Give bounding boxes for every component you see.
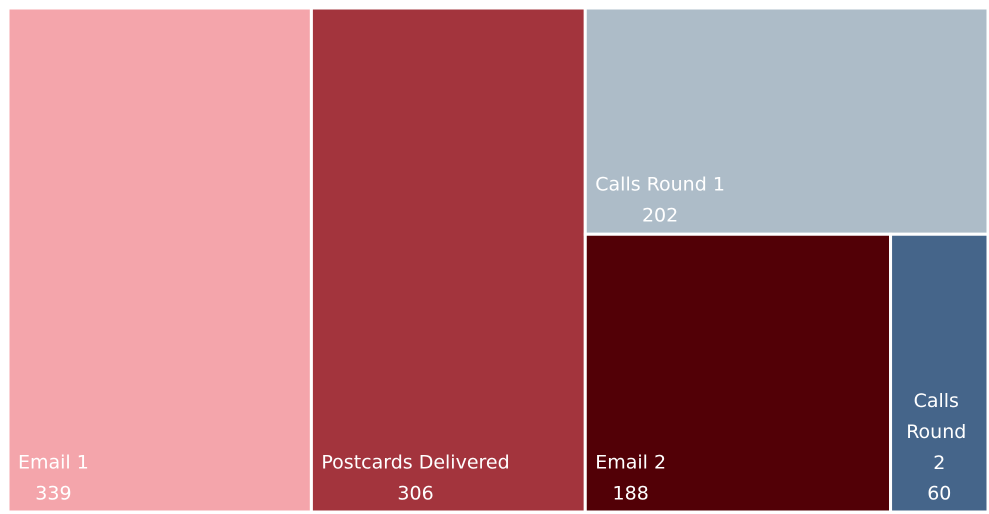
treemap-tile — [6, 6, 313, 514]
treemap-tile — [583, 232, 893, 514]
tile-label: Postcards Delivered — [321, 452, 509, 474]
tile-label: Calls Round 2 — [906, 390, 972, 474]
treemap-tile — [583, 6, 989, 236]
tile-value: 202 — [642, 205, 678, 227]
tile-label-line: 2 — [933, 452, 945, 474]
tile-label: Email 1 — [18, 452, 89, 474]
tile-value: 306 — [397, 483, 433, 505]
treemap-tile — [889, 232, 989, 514]
tile-value: 339 — [35, 483, 71, 505]
tile-value: 188 — [613, 483, 649, 505]
tile-label: Email 2 — [595, 452, 666, 474]
tile-label-line: Round — [906, 421, 972, 443]
tile-label: Calls Round 1 — [595, 174, 725, 196]
treemap-tile — [309, 6, 587, 514]
tile-label-line: Calls — [914, 390, 965, 412]
tile-value: 60 — [927, 483, 951, 505]
